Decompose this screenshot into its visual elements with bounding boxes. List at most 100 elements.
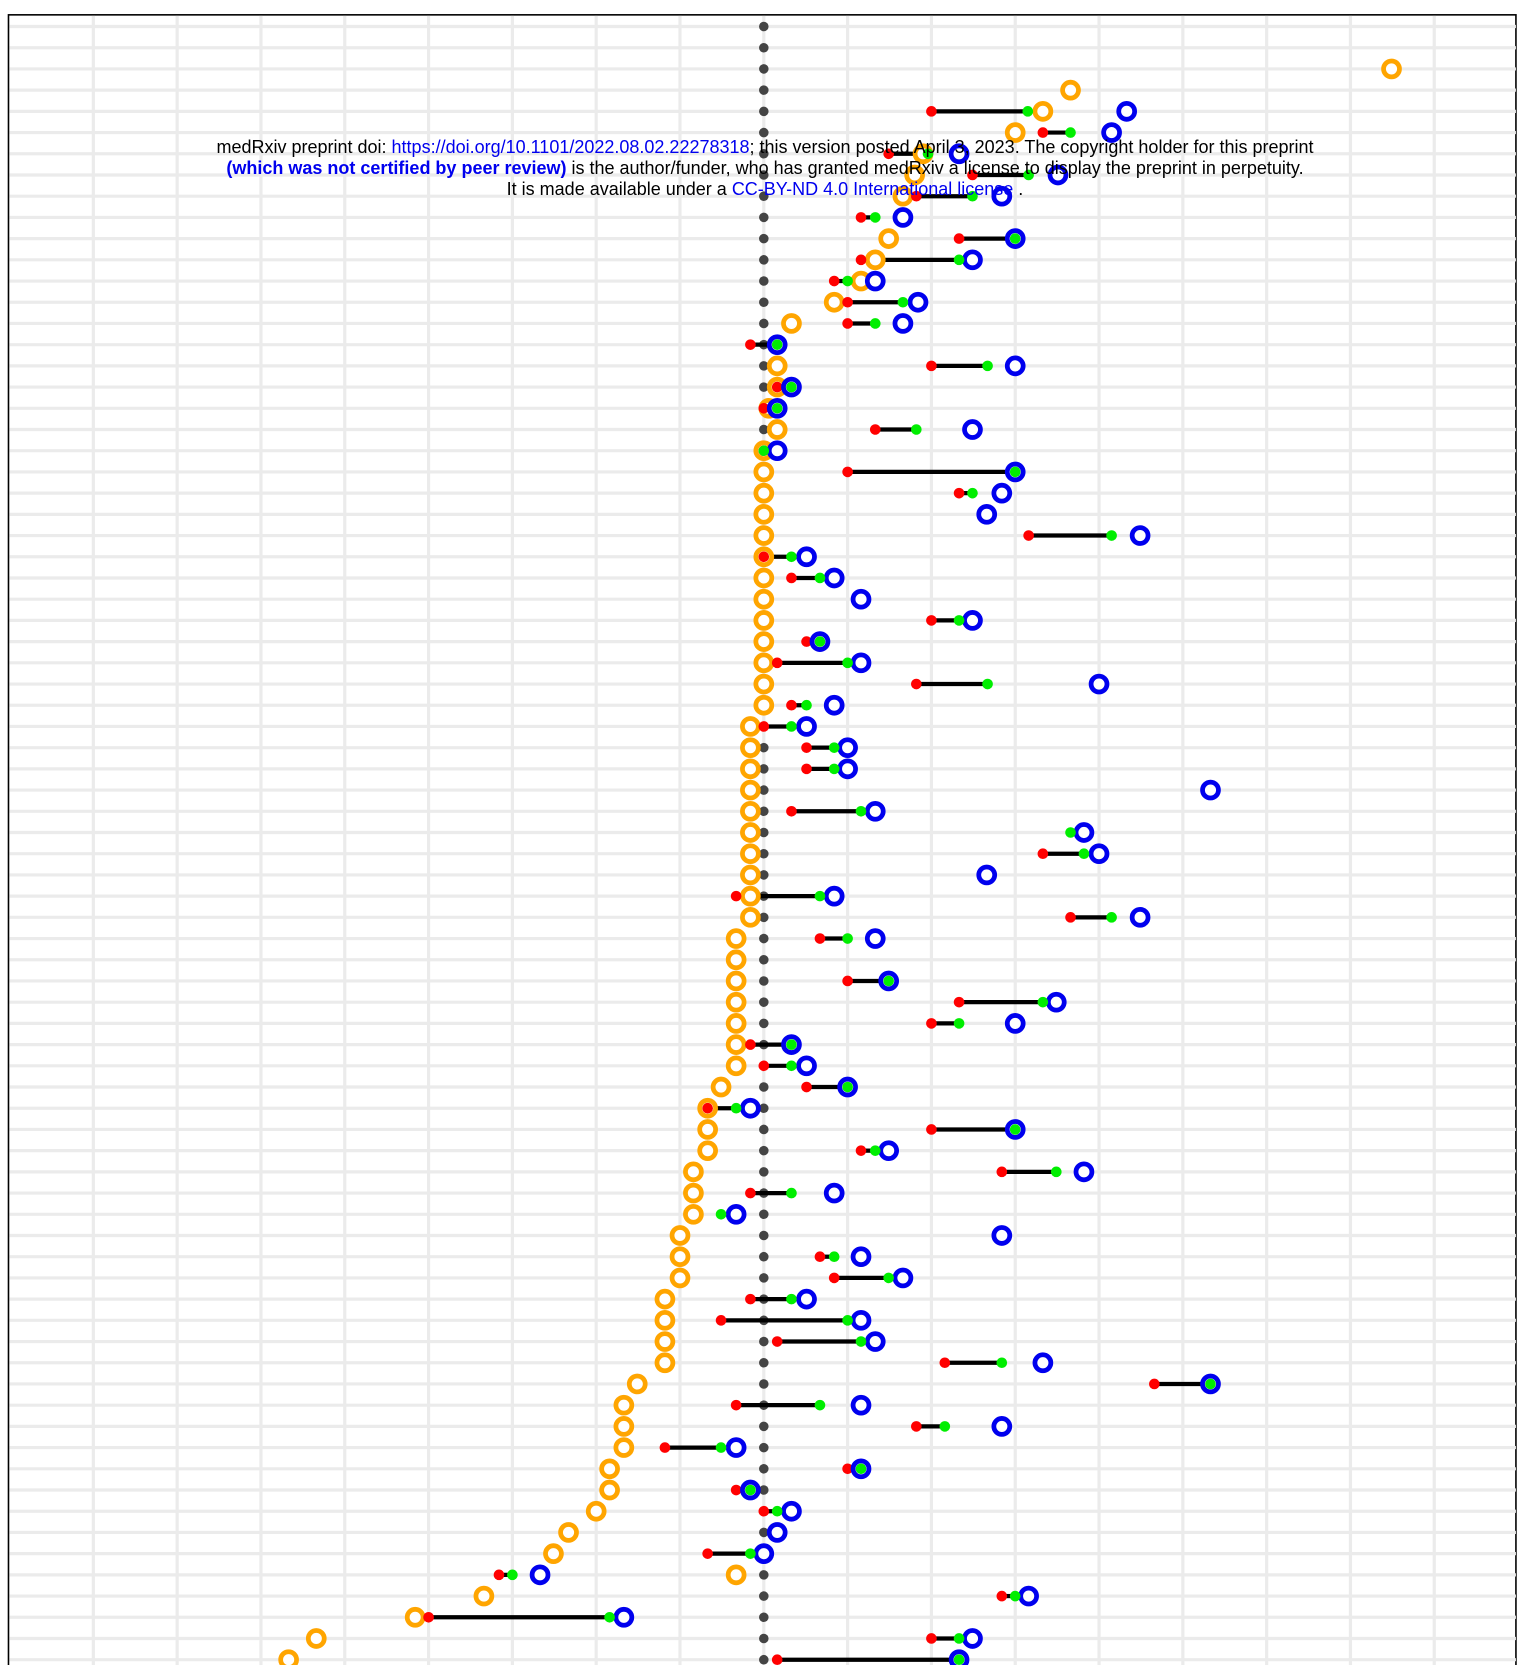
ring-point xyxy=(823,1182,845,1204)
dot-point xyxy=(759,1124,769,1135)
ring-point xyxy=(837,737,858,758)
header-bold: (which was not certified by peer review) xyxy=(226,158,567,178)
ring-point xyxy=(613,1437,635,1458)
dot-point xyxy=(842,657,853,669)
ring-point xyxy=(796,1055,817,1077)
ring-point xyxy=(850,1246,872,1268)
dot-point xyxy=(702,1102,713,1114)
ring-point xyxy=(654,1288,676,1310)
ring-point xyxy=(991,1416,1013,1437)
dot-point xyxy=(967,487,978,499)
dot-point xyxy=(869,212,881,223)
ring-point xyxy=(864,800,886,822)
dot-point xyxy=(771,1505,783,1517)
dot-point xyxy=(786,572,797,584)
ring-point xyxy=(753,588,775,610)
dot-point xyxy=(953,996,965,1008)
ring-point xyxy=(740,1097,761,1119)
dot-point xyxy=(759,1082,769,1092)
dot-point xyxy=(855,1145,867,1156)
dot-point xyxy=(771,339,783,350)
dot-point xyxy=(814,636,826,647)
ring-point xyxy=(781,313,802,334)
dot-point xyxy=(730,1102,742,1114)
ring-point xyxy=(725,1564,747,1586)
ring-point xyxy=(823,885,845,907)
dot-point xyxy=(493,1569,505,1581)
dot-point xyxy=(507,1569,518,1581)
dot-point xyxy=(1023,169,1034,181)
dot-point xyxy=(759,318,769,329)
ring-point xyxy=(585,1500,607,1522)
ring-point xyxy=(850,1394,872,1416)
dot-point xyxy=(745,1484,756,1496)
dot-point xyxy=(939,1421,951,1432)
dot-point xyxy=(759,1633,769,1644)
ring-point xyxy=(962,1628,983,1649)
dot-point xyxy=(759,42,769,53)
dot-point xyxy=(759,85,769,95)
ring-point xyxy=(878,228,900,249)
ring-point xyxy=(740,716,761,737)
dot-point xyxy=(842,933,853,944)
dot-point xyxy=(759,1167,769,1177)
dot-point xyxy=(814,1399,826,1411)
dot-point xyxy=(842,296,853,308)
dot-point xyxy=(855,1463,867,1475)
dot-point xyxy=(1009,233,1021,244)
dot-point xyxy=(759,1273,769,1283)
dot-point xyxy=(758,445,770,457)
dot-point xyxy=(759,1485,769,1495)
ring-point xyxy=(558,1522,579,1543)
dot-point xyxy=(759,1442,769,1453)
dot-point xyxy=(730,1484,742,1496)
license-link[interactable]: CC-BY-ND 4.0 International license xyxy=(731,179,1014,199)
dot-point xyxy=(759,424,769,435)
dot-point xyxy=(759,170,769,180)
dot-point xyxy=(759,106,769,117)
dot-point xyxy=(911,424,922,435)
dot-point xyxy=(1009,466,1021,478)
ring-point xyxy=(725,1437,747,1458)
ring-point xyxy=(1032,101,1054,122)
ring-point xyxy=(753,461,775,483)
dot-point xyxy=(814,890,826,902)
dot-point xyxy=(926,615,937,626)
ring-point xyxy=(1129,525,1151,546)
dot-point xyxy=(771,657,783,669)
ring-point xyxy=(1073,1161,1095,1183)
ring-point xyxy=(781,1500,802,1522)
dot-point xyxy=(759,1421,769,1432)
dot-point xyxy=(926,106,937,117)
dot-point xyxy=(855,1336,867,1347)
dot-point xyxy=(730,890,742,902)
dot-point xyxy=(759,1612,769,1623)
ring-point xyxy=(904,164,925,186)
header-line: medRxiv preprint doi: https://doi.org/10… xyxy=(0,137,1517,158)
dot-point xyxy=(842,466,853,478)
dot-point xyxy=(759,297,769,308)
dot-point xyxy=(759,1570,769,1580)
dot-point xyxy=(1037,848,1049,860)
ring-point xyxy=(850,1309,872,1331)
dot-point xyxy=(883,975,894,987)
dot-point xyxy=(883,1272,894,1284)
header-line: (which was not certified by peer review)… xyxy=(0,158,1517,179)
ring-point xyxy=(599,1458,620,1480)
dot-point xyxy=(759,1251,769,1262)
ring-point xyxy=(1129,907,1151,928)
dot-point xyxy=(926,360,937,372)
dot-point xyxy=(758,1060,770,1072)
ring-point xyxy=(892,207,914,228)
ring-point xyxy=(766,1522,788,1543)
dot-point xyxy=(926,1124,937,1135)
dot-point xyxy=(1106,530,1117,541)
ring-point xyxy=(725,1203,747,1225)
dot-point xyxy=(897,296,909,308)
dot-point xyxy=(842,1463,853,1475)
ring-point xyxy=(1116,101,1138,122)
ring-point xyxy=(305,1628,327,1649)
doi-link[interactable]: https://doi.org/10.1101/2022.08.02.22278… xyxy=(391,137,750,157)
ring-point xyxy=(1045,991,1067,1013)
